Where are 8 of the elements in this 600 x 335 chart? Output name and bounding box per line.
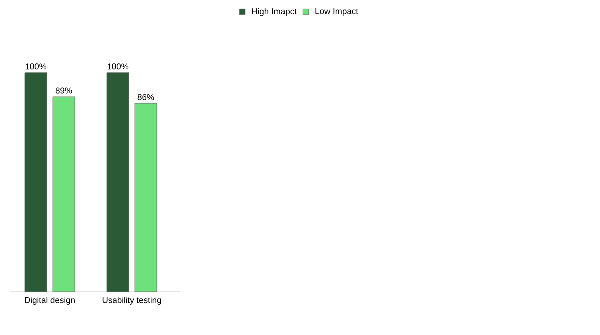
data-label: 89% bbox=[56, 88, 72, 94]
data-label: 100% bbox=[26, 64, 47, 70]
legend-label: High Imapct bbox=[252, 8, 297, 16]
data-label: 86% bbox=[138, 94, 154, 100]
data-label: 100% bbox=[108, 64, 129, 70]
x-tick-label: Digital design bbox=[25, 297, 75, 305]
x-tick-label: Usability testing bbox=[102, 297, 162, 305]
legend-label: Low Impact bbox=[316, 8, 358, 16]
